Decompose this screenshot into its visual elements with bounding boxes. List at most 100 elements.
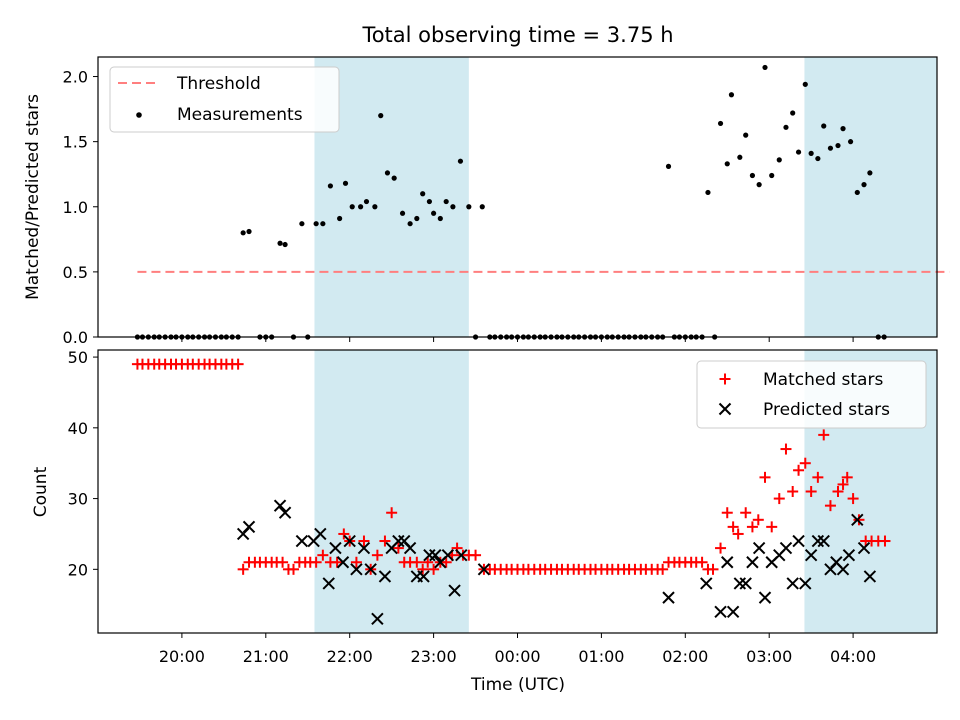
predicted-star-point <box>364 563 377 576</box>
predicted-star-point <box>746 556 759 569</box>
matched-star-point <box>338 528 350 540</box>
matched-star-point <box>847 493 859 505</box>
predicted-star-point <box>842 548 856 562</box>
top-y-tick-label: 0.0 <box>63 328 88 347</box>
matched-star-point <box>780 443 792 455</box>
measurement-point <box>867 170 873 176</box>
predicted-star-point <box>448 584 461 597</box>
matched-star-point <box>371 549 383 561</box>
predicted-star-point <box>700 577 713 590</box>
chart-title: Total observing time = 3.75 h <box>361 23 673 47</box>
bottom-panel: 20:00 21:00 22:00 23:00 00:00 01:00 02:00 03:00… <box>31 348 938 695</box>
matched-star-point <box>350 556 362 568</box>
bottom-y-tick-label: 20 <box>68 560 88 579</box>
measurement-point <box>337 215 343 222</box>
measurement-point <box>790 110 796 116</box>
legend-predicted-label: Predicted stars <box>763 400 890 420</box>
matched-star-point <box>310 556 322 568</box>
legend-matched-marker <box>719 373 731 385</box>
legend-matched-swatch <box>719 373 731 385</box>
predicted-star-point <box>273 499 287 512</box>
matched-star-point <box>773 493 785 505</box>
x-tick-label: 21:00 <box>243 647 289 666</box>
predicted-star-point <box>350 563 363 576</box>
top-legend: Threshold Measurements <box>109 66 340 133</box>
measurement-point <box>363 198 370 205</box>
measurement-point <box>320 221 326 227</box>
measurement-point <box>821 123 827 129</box>
matched-star-point <box>657 563 669 575</box>
measurement-point <box>426 198 433 205</box>
legend-measurement-swatch <box>136 112 142 118</box>
measurement-point <box>861 182 867 188</box>
predicted-star-point <box>817 534 830 548</box>
bottom-y-tick-label: 30 <box>68 490 88 509</box>
matched-star-point <box>721 507 733 519</box>
matched-star-point <box>277 556 289 568</box>
measurement-point <box>776 157 782 163</box>
predicted-star-point <box>392 534 405 548</box>
matched-star-point <box>358 535 370 547</box>
predicted-star-point <box>278 506 292 519</box>
predicted-star-point <box>792 534 805 548</box>
matched-star-point <box>392 542 404 554</box>
measurement-point <box>384 170 391 176</box>
top-y-ticks: 0.0 0.5 1.0 1.5 2.0 <box>63 68 98 347</box>
matched-star-point <box>812 471 824 483</box>
predicted-star-point <box>371 612 384 626</box>
measurement-point <box>783 124 789 130</box>
x-tick-label: 23:00 <box>411 647 457 666</box>
measurement-point <box>802 81 808 87</box>
measurement-point <box>327 183 334 189</box>
predicted-stars-points <box>236 499 877 626</box>
matched-star-point <box>732 528 744 540</box>
matched-star-point <box>879 535 891 547</box>
top-shaded-intervals <box>314 57 937 337</box>
top-panel: 0.00.51.01.52.0 Matched/Predicted stars … <box>23 56 950 347</box>
predicted-star-point <box>403 541 417 555</box>
predicted-star-point <box>357 541 371 555</box>
predicted-star-point <box>857 541 871 555</box>
predicted-star-point <box>423 548 436 562</box>
matched-star-point <box>853 514 865 526</box>
matched-star-point <box>824 500 836 512</box>
matched-star-point <box>818 429 830 441</box>
x-tick-label: 22:00 <box>327 647 373 666</box>
predicted-star-point <box>322 577 335 590</box>
predicted-star-point <box>739 577 752 590</box>
matched-star-point <box>237 563 249 575</box>
predicted-star-point <box>441 548 455 562</box>
measurement-point <box>762 64 768 71</box>
predicted-star-point <box>343 534 356 548</box>
top-legend-box <box>109 66 340 133</box>
measurement-point <box>342 180 349 186</box>
bottom-x-ticks: 20:00 21:00 22:00 23:00 00:00 01:00 02:00 03:00… <box>159 633 876 666</box>
bottom-legend: Matched stars Predicted stars <box>696 360 927 429</box>
measurement-point <box>717 120 724 127</box>
measurement-point <box>282 241 288 248</box>
predicted-star-point <box>836 563 850 576</box>
predicted-star-point <box>733 577 747 590</box>
matched-star-point <box>422 556 434 568</box>
measurement-point <box>835 142 841 149</box>
predicted-star-point <box>779 541 793 555</box>
x-tick-label: 04:00 <box>830 647 876 666</box>
matched-star-point <box>787 486 799 497</box>
bottom-y-tick-label: 40 <box>68 419 88 438</box>
measurement-point <box>808 150 814 156</box>
measurement-point <box>414 215 420 222</box>
predicted-star-point <box>851 513 864 527</box>
predicted-star-point <box>455 548 468 562</box>
x-tick-label: 20:00 <box>159 647 205 666</box>
measurement-point <box>450 204 456 210</box>
matched-star-point <box>740 507 752 519</box>
bottom-plot-frame <box>97 349 938 634</box>
matched-star-point <box>232 358 244 370</box>
predicted-star-point <box>799 577 812 590</box>
matched-star-point <box>799 457 811 469</box>
measurement-point <box>443 198 449 205</box>
measurement-point <box>705 189 711 196</box>
measurement-point <box>457 158 464 164</box>
matched-star-point <box>715 542 727 554</box>
